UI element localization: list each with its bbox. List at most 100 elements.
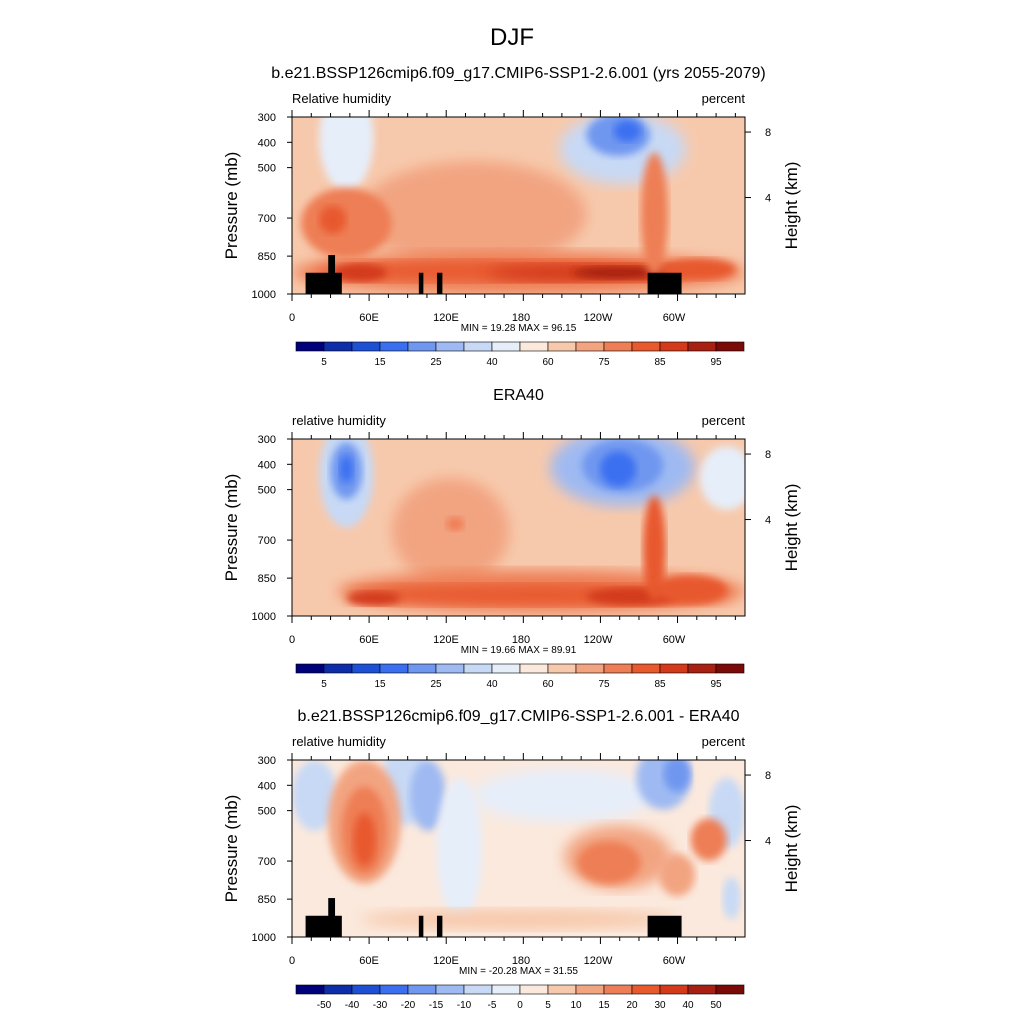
pressure-axis-label: Pressure (mb) <box>222 152 241 260</box>
longitude-tick-label: 180 <box>512 955 530 967</box>
height-tick-label: 8 <box>765 127 771 139</box>
plot-frame <box>291 438 746 617</box>
contour-region <box>572 266 664 279</box>
colorbar-label: 85 <box>654 357 666 368</box>
height-tick-label: 8 <box>765 770 771 782</box>
colorbar-swatch <box>379 341 409 352</box>
colorbar-label: 75 <box>598 357 610 368</box>
pressure-tick-label: 850 <box>258 573 276 585</box>
longitude-tick-label: 60E <box>359 955 379 967</box>
topography-mask <box>328 898 336 937</box>
colorbar-label: -50 <box>317 1000 332 1011</box>
contour-region <box>690 818 727 861</box>
colorbar-swatch <box>547 341 577 352</box>
panel-title: b.e21.BSSP126cmip6.f09_g17.CMIP6-SSP1-2.… <box>271 65 766 82</box>
topography-mask <box>647 915 682 937</box>
figure-title: DJF <box>490 24 534 51</box>
pressure-axis-label: Pressure (mb) <box>222 795 241 903</box>
height-axis-label: Height (km) <box>782 484 801 572</box>
colorbar-label: 40 <box>486 679 498 690</box>
topography-mask <box>418 272 424 294</box>
colorbar-label: -20 <box>401 1000 416 1011</box>
colorbar-swatch <box>379 663 409 674</box>
colorbar-swatch <box>603 984 633 995</box>
height-axis-label: Height (km) <box>782 805 801 893</box>
pressure-tick-label: 500 <box>258 806 276 818</box>
colorbar-swatch <box>519 984 549 995</box>
units-label: percent <box>702 413 746 428</box>
topography-mask <box>305 915 342 937</box>
colorbar-label: 75 <box>598 679 610 690</box>
pressure-tick-label: 300 <box>258 112 276 124</box>
units-label: percent <box>702 734 746 749</box>
colorbar-swatch <box>575 663 605 674</box>
pressure-tick-label: 400 <box>258 780 276 792</box>
colorbar-label: 0 <box>517 1000 523 1011</box>
colorbar-swatch <box>407 984 437 995</box>
longitude-tick-label: 60W <box>663 312 686 324</box>
colorbar-label: 15 <box>598 1000 610 1011</box>
colorbar-label: 10 <box>570 1000 582 1011</box>
colorbar-swatch <box>575 984 605 995</box>
longitude-tick-label: 120W <box>584 634 613 646</box>
contour-region <box>654 575 727 604</box>
colorbar-swatch <box>491 341 521 352</box>
contour-region <box>346 591 401 606</box>
contour-field <box>292 117 745 294</box>
pressure-tick-label: 1000 <box>252 611 276 623</box>
colorbar-label: 25 <box>430 357 442 368</box>
colorbar-swatch <box>295 341 325 352</box>
longitude-tick-label: 60W <box>663 955 686 967</box>
longitude-tick-label: 120E <box>433 312 459 324</box>
colorbar-swatch <box>463 341 493 352</box>
contour-field <box>292 760 745 937</box>
colorbar-swatch <box>715 663 745 674</box>
height-tick-label: 4 <box>765 193 771 205</box>
longitude-tick-label: 0 <box>289 955 295 967</box>
colorbar-swatch <box>295 984 325 995</box>
pressure-tick-label: 300 <box>258 434 276 446</box>
colorbar-label: 5 <box>545 1000 551 1011</box>
colorbar-label: 50 <box>710 1000 722 1011</box>
contour-region <box>600 451 637 487</box>
colorbar-swatch <box>435 663 465 674</box>
contour-region <box>292 760 338 831</box>
colorbar <box>295 984 745 995</box>
colorbar-label: -5 <box>488 1000 497 1011</box>
pressure-tick-label: 400 <box>258 459 276 471</box>
longitude-tick-label: 60E <box>359 312 379 324</box>
colorbar-swatch <box>491 663 521 674</box>
contour-region <box>699 446 745 510</box>
pressure-tick-label: 300 <box>258 755 276 767</box>
longitude-tick-label: 120E <box>433 634 459 646</box>
panel-3: b.e21.BSSP126cmip6.f09_g17.CMIP6-SSP1-2.… <box>222 708 801 1011</box>
colorbar-swatch <box>631 663 661 674</box>
pressure-tick-label: 400 <box>258 137 276 149</box>
colorbar-swatch <box>463 663 493 674</box>
colorbar <box>295 663 745 674</box>
pressure-tick-label: 700 <box>258 535 276 547</box>
variable-label: Relative humidity <box>292 91 391 106</box>
colorbar-label: 5 <box>321 679 327 690</box>
units-label: percent <box>702 91 746 106</box>
pressure-tick-label: 500 <box>258 163 276 175</box>
colorbar-swatch <box>407 663 437 674</box>
colorbar-label: 95 <box>710 357 722 368</box>
contour-region <box>359 161 587 268</box>
colorbar-swatch <box>687 341 717 352</box>
colorbar-label: -10 <box>457 1000 472 1011</box>
colorbar-swatch <box>631 341 661 352</box>
pressure-tick-label: 1000 <box>252 289 276 301</box>
contour-region <box>643 495 666 602</box>
colorbar-swatch <box>323 663 353 674</box>
contour-region <box>339 454 354 484</box>
topography-mask <box>436 272 443 294</box>
longitude-tick-label: 180 <box>512 312 530 324</box>
pressure-tick-label: 850 <box>258 251 276 263</box>
colorbar-swatch <box>351 341 381 352</box>
colorbar-label: 20 <box>626 1000 638 1011</box>
contour-region <box>446 516 465 532</box>
colorbar-swatch <box>659 341 689 352</box>
contour-region <box>409 760 447 831</box>
